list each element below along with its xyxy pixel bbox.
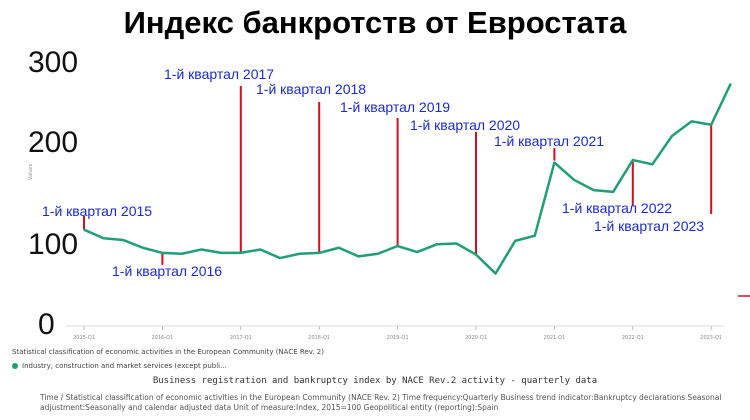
x-tick-label: 2016-Q1 [151,335,173,341]
annotation-label: 1-й квартал 2017 [164,66,274,82]
x-tick-label: 2015-Q1 [73,335,95,341]
annotation-label: 1-й квартал 2019 [340,99,450,115]
y-tick-300: 300 [28,46,79,79]
chart-caption: Business registration and bankruptcy ind… [152,376,598,386]
x-tick-label: 2018-Q1 [308,335,330,341]
x-tick-label: 2017-Q1 [230,335,252,341]
legend-swatch [12,363,18,369]
y-tick-100: 100 [28,228,79,261]
annotation-label: 1-й квартал 2018 [256,81,366,97]
x-tick-label: 2022-Q1 [622,335,644,341]
annotation-label: 1-й квартал 2015 [42,203,152,219]
annotation-label: 1-й квартал 2023 [594,218,704,234]
x-tick-label: 2019-Q1 [387,335,409,341]
y-tick-0: 0 [38,308,55,341]
series-line [83,82,732,275]
annotation-label: 1-й квартал 2022 [562,200,672,216]
legend[interactable]: Industry, construction and market servic… [12,362,227,370]
x-tick-label: 2023-Q1 [700,335,722,341]
chart-title: Индекс банкротств от Евростата [123,5,627,40]
y-tick-200: 200 [28,126,79,159]
legend-label: Industry, construction and market servic… [22,362,227,370]
annotation-label: 1-й квартал 2016 [112,263,222,279]
annotation-label: 1-й квартал 2021 [494,133,604,149]
x-tick-label: 2021-Q1 [543,335,565,341]
annotation-label: 1-й квартал 2020 [410,117,520,133]
x-tick-label: 2020-Q1 [465,335,487,341]
classification-label: Statistical classification of economic a… [12,348,324,356]
chart-footnote: Time / Statistical classification of eco… [40,393,722,413]
